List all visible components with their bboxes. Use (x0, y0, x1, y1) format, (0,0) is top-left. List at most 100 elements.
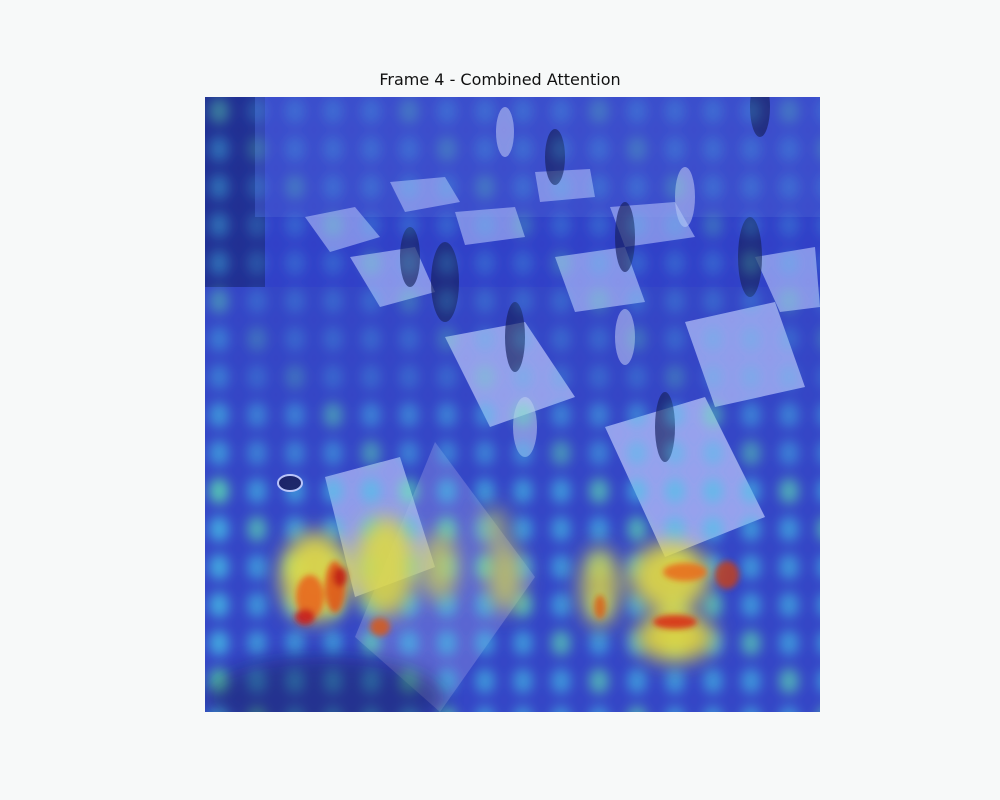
attention-blob (665, 174, 685, 200)
attention-blob (209, 478, 229, 504)
attention-blob (323, 212, 343, 238)
attention-blob (209, 174, 229, 200)
attention-blob (361, 402, 381, 428)
attention-blob (665, 326, 685, 352)
attention-blob (779, 402, 799, 428)
attention-blob (475, 402, 495, 428)
attention-blob (209, 592, 229, 618)
attention-blob (779, 554, 799, 580)
attention-blob (551, 364, 571, 390)
attention-blob (590, 706, 608, 712)
attention-blob (209, 136, 229, 162)
attention-blob (665, 98, 685, 124)
attention-blob (589, 440, 609, 466)
attention-blob (627, 478, 647, 504)
attention-blob (247, 440, 267, 466)
attention-blob (817, 291, 820, 311)
attention-blob (437, 478, 457, 504)
attention-blob (209, 554, 229, 580)
attention-blob (627, 668, 647, 694)
attention-blob (665, 516, 685, 542)
attention-blob (551, 440, 571, 466)
attention-blob (361, 326, 381, 352)
attention-blob (513, 478, 533, 504)
attention-blob (437, 364, 457, 390)
attention-blob (741, 288, 761, 314)
attention-blob (438, 706, 456, 712)
attention-blob (817, 519, 820, 539)
attention-blob (703, 402, 723, 428)
attention-blob (285, 174, 305, 200)
attention-blob (437, 98, 457, 124)
attention-blob (399, 212, 419, 238)
attention-blob (399, 174, 419, 200)
attention-blob (551, 326, 571, 352)
attention-blob (779, 98, 799, 124)
attention-blob (627, 326, 647, 352)
attention-blob (361, 136, 381, 162)
attention-blob (552, 706, 570, 712)
attention-blob (285, 136, 305, 162)
attention-blob (741, 212, 761, 238)
attention-blob (589, 98, 609, 124)
attention-blob (741, 630, 761, 656)
attention-blob (247, 250, 267, 276)
attention-blob (817, 215, 820, 235)
attention-blob (361, 364, 381, 390)
attention-blob (551, 478, 571, 504)
attention-blob (209, 630, 229, 656)
attention-blob (665, 288, 685, 314)
attention-blob (209, 212, 229, 238)
attention-blob (817, 253, 820, 273)
attention-blob (475, 326, 495, 352)
attention-blob (323, 402, 343, 428)
attention-blob (589, 402, 609, 428)
attention-blob (513, 326, 533, 352)
attention-blob (475, 630, 495, 656)
attention-blob (627, 136, 647, 162)
attention-blob (323, 250, 343, 276)
attention-grid (209, 98, 820, 712)
attention-blob (741, 136, 761, 162)
attention-blob (285, 402, 305, 428)
attention-blob (209, 364, 229, 390)
attention-blob (247, 554, 267, 580)
attention-blob (247, 516, 267, 542)
attention-blob (247, 592, 267, 618)
attention-blob (703, 326, 723, 352)
attention-blob (361, 478, 381, 504)
attention-blob (741, 592, 761, 618)
attention-blob (247, 326, 267, 352)
attention-blob (437, 402, 457, 428)
attention-blob (779, 478, 799, 504)
attention-blob (817, 443, 820, 463)
attention-blob (627, 516, 647, 542)
attention-blob (589, 630, 609, 656)
attention-blob (399, 326, 419, 352)
attention-blob (513, 288, 533, 314)
attention-blob (551, 288, 571, 314)
attention-blob (703, 250, 723, 276)
attention-blob (399, 402, 419, 428)
attention-blob (551, 250, 571, 276)
attention-blob (627, 98, 647, 124)
attention-blob (703, 212, 723, 238)
attention-blob (703, 98, 723, 124)
attention-blob (475, 288, 495, 314)
attention-blob (741, 174, 761, 200)
attention-blob (399, 364, 419, 390)
attention-blob (551, 136, 571, 162)
attention-blob (817, 671, 820, 691)
attention-blob (475, 364, 495, 390)
attention-blob (399, 630, 419, 656)
back-wall (255, 97, 820, 217)
attention-blob (665, 668, 685, 694)
attention-blob (476, 706, 494, 712)
attention-blob (666, 706, 684, 712)
attention-blob (589, 174, 609, 200)
attention-blob (817, 595, 820, 615)
attention-blob (589, 212, 609, 238)
attention-red (295, 561, 739, 636)
attention-blob (741, 250, 761, 276)
attention-blob (437, 630, 457, 656)
